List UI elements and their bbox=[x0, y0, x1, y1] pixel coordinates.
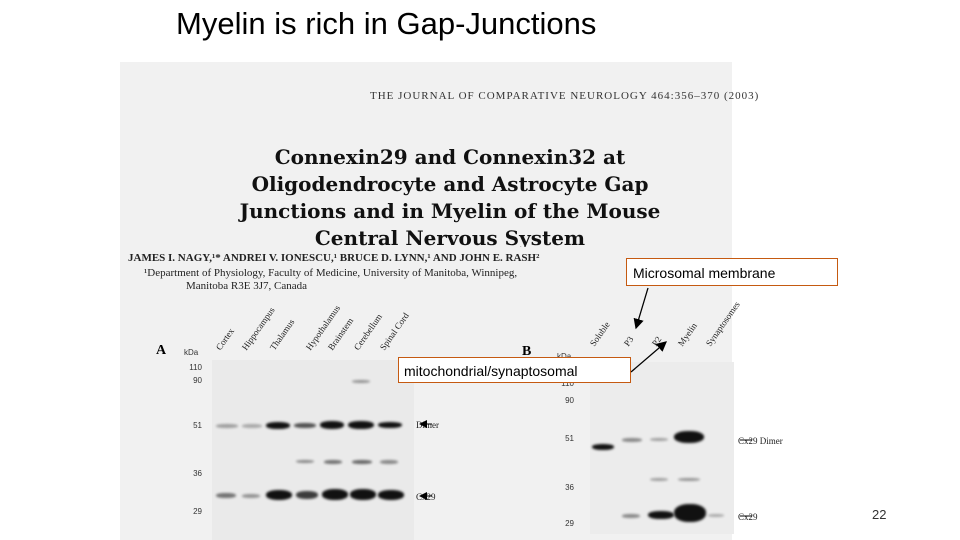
blot-band bbox=[678, 478, 700, 481]
marker-label: 29 bbox=[193, 507, 202, 516]
blot-band bbox=[266, 490, 292, 500]
paper-title-line: Connexin29 and Connexin32 at bbox=[274, 145, 626, 169]
panel-a-letter: A bbox=[156, 343, 167, 358]
band-label-cx29-b: Cx29 bbox=[738, 512, 758, 522]
blot-band bbox=[296, 491, 318, 499]
paper-scan: THE JOURNAL OF COMPARATIVE NEUROLOGY 464… bbox=[120, 62, 758, 540]
affiliation-line: Manitoba R3E 3J7, Canada bbox=[186, 280, 307, 292]
marker-label: 110 bbox=[552, 379, 574, 388]
callout-mitochondrial-synaptosomal: mitochondrial/synaptosomal bbox=[398, 357, 631, 383]
panel-b-kda: kDa bbox=[557, 352, 571, 361]
marker-label: 36 bbox=[565, 483, 574, 492]
marker-label: 51 bbox=[193, 421, 202, 430]
marker-label: 51 bbox=[565, 434, 574, 443]
blot-band bbox=[350, 489, 376, 500]
marker-label: 90 bbox=[193, 376, 202, 385]
marker-label: 29 bbox=[565, 519, 574, 528]
band-label-dimer-b: Cx29 Dimer bbox=[738, 436, 783, 446]
blot-band bbox=[378, 490, 404, 500]
band-label-dimer-a: Dimer bbox=[416, 420, 439, 430]
marker-label: 36 bbox=[193, 469, 202, 478]
marker-label: 110 bbox=[189, 363, 202, 372]
panel-a-kda: kDa bbox=[184, 348, 199, 357]
western-blot-b bbox=[590, 362, 734, 534]
paper-affiliation: ¹Department of Physiology, Faculty of Me… bbox=[144, 267, 517, 293]
blot-band bbox=[352, 380, 370, 383]
blot-band bbox=[378, 422, 402, 428]
blot-band bbox=[242, 424, 262, 428]
page-number: 22 bbox=[872, 507, 887, 522]
blot-band bbox=[266, 422, 290, 429]
blot-band bbox=[320, 421, 344, 429]
lane-label: Myelin bbox=[675, 320, 699, 348]
lane-label: P2 bbox=[649, 334, 664, 348]
blot-band bbox=[650, 438, 668, 441]
lane-label: Thalamus bbox=[267, 317, 297, 352]
blot-band bbox=[592, 444, 614, 450]
blot-band bbox=[352, 460, 372, 464]
paper-authors: JAMES I. NAGY,¹* ANDREI V. IONESCU,¹ BRU… bbox=[128, 252, 540, 264]
panel-b-lane-labels: Soluble P3 P2 Myelin Synaptosomes bbox=[588, 290, 766, 348]
lane-label: Cortex bbox=[213, 326, 237, 352]
blot-band bbox=[708, 514, 724, 517]
panel-a-lane-labels: Cortex Hippocampus Thalamus Hypothalamus… bbox=[214, 292, 440, 352]
lane-label: Synaptosomes bbox=[703, 299, 742, 348]
blot-band bbox=[216, 424, 238, 428]
blot-band bbox=[622, 514, 640, 518]
blot-band bbox=[242, 494, 260, 498]
journal-header: THE JOURNAL OF COMPARATIVE NEUROLOGY 464… bbox=[370, 90, 760, 102]
callout-microsomal-membrane: Microsomal membrane bbox=[626, 258, 838, 286]
lane-label: P3 bbox=[621, 334, 636, 348]
western-blot-a bbox=[212, 360, 414, 540]
blot-band bbox=[648, 511, 674, 519]
blot-band bbox=[324, 460, 342, 464]
paper-title-line: Central Nervous System bbox=[314, 226, 586, 247]
paper-title-line: Junctions and in Myelin of the Mouse bbox=[239, 199, 661, 223]
affiliation-line: ¹Department of Physiology, Faculty of Me… bbox=[144, 267, 518, 279]
blot-band bbox=[622, 438, 642, 442]
blot-band bbox=[216, 493, 236, 498]
blot-band bbox=[294, 423, 316, 428]
blot-band bbox=[674, 504, 706, 522]
slide-title: Myelin is rich in Gap-Junctions bbox=[176, 6, 597, 41]
paper-title-line: Oligodendrocyte and Astrocyte Gap bbox=[251, 172, 649, 196]
panel-b-letter: B bbox=[522, 344, 532, 359]
blot-band bbox=[674, 431, 704, 443]
blot-band bbox=[348, 421, 374, 429]
blot-band bbox=[322, 489, 348, 500]
band-label-cx29-a: Cx29 bbox=[416, 492, 436, 502]
marker-label: 90 bbox=[565, 396, 574, 405]
blot-band bbox=[296, 460, 314, 463]
paper-title: Connexin29 and Connexin32 at Oligodendro… bbox=[170, 144, 730, 247]
blot-band bbox=[380, 460, 398, 464]
blot-band bbox=[650, 478, 668, 481]
